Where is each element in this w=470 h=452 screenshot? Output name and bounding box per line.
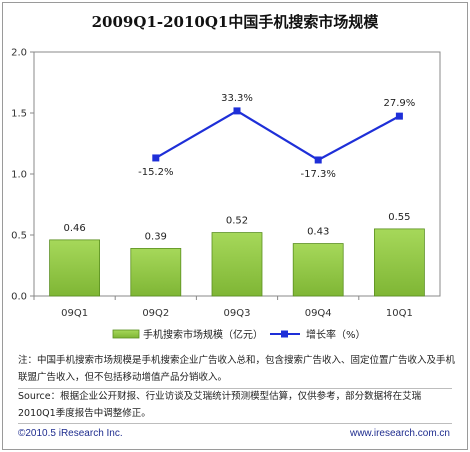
- growth-value-label: -15.2%: [138, 167, 173, 178]
- y-tick-label: 0.0: [11, 292, 27, 303]
- bar-10Q1: [373, 228, 425, 297]
- bar-value-label: 0.55: [388, 212, 410, 223]
- footer-divider: [18, 423, 452, 424]
- bar-09Q3: [211, 232, 263, 297]
- growth-value-label: -17.3%: [301, 169, 336, 180]
- website-link[interactable]: www.iresearch.com.cn: [349, 428, 450, 439]
- legend-bar-swatch: [112, 329, 140, 339]
- note-divider: [18, 388, 452, 389]
- x-tick-label: 09Q4: [305, 308, 332, 319]
- growth-value-label: 27.9%: [384, 98, 416, 109]
- bar-value-label: 0.39: [145, 231, 167, 242]
- chart-title: 2009Q1-2010Q1中国手机搜索市场规模: [91, 13, 379, 31]
- bar-09Q4: [292, 243, 344, 297]
- bar-value-label: 0.43: [307, 227, 329, 238]
- growth-point-09Q4: [314, 156, 322, 164]
- chart-plot: 0.0 0.5 1.0 1.5 2.0 09Q1 09Q2 09Q3 09Q4 10Q1 0.46…: [11, 48, 441, 341]
- legend-line-marker: [281, 330, 288, 338]
- x-tick-label: 10Q1: [386, 308, 413, 319]
- x-tick-label: 09Q1: [61, 308, 88, 319]
- growth-rate-line: [155, 109, 400, 162]
- legend-line-label: 增长率（%）: [306, 328, 366, 341]
- y-tick-label: 1.5: [11, 109, 27, 120]
- growth-point-10Q1: [395, 112, 403, 120]
- growth-point-09Q2: [152, 154, 160, 162]
- x-tick-label: 09Q3: [224, 308, 251, 319]
- x-tick-label: 09Q2: [142, 308, 169, 319]
- bar-value-label: 0.52: [226, 216, 248, 227]
- copyright-text: ©2010.5 iResearch Inc.: [18, 428, 123, 439]
- growth-point-09Q3: [233, 107, 241, 115]
- y-tick-label: 1.0: [11, 170, 27, 181]
- y-tick-label: 0.5: [11, 231, 27, 242]
- chart-source: Source：根据企业公开财报、行业访谈及艾瑞统计预测模型估算，仅供参考，部分数…: [18, 391, 422, 419]
- bar-09Q1: [49, 239, 100, 297]
- bar-09Q2: [130, 248, 182, 297]
- growth-value-label: 33.3%: [221, 93, 253, 104]
- bar-value-label: 0.46: [63, 223, 85, 234]
- legend-bar-label: 手机搜索市场规模（亿元）: [143, 328, 263, 341]
- chart-note: 注：中国手机搜索市场规模是手机搜索企业广告收入总和，包含搜索广告收入、固定位置广…: [18, 355, 456, 383]
- y-tick-label: 2.0: [11, 48, 27, 59]
